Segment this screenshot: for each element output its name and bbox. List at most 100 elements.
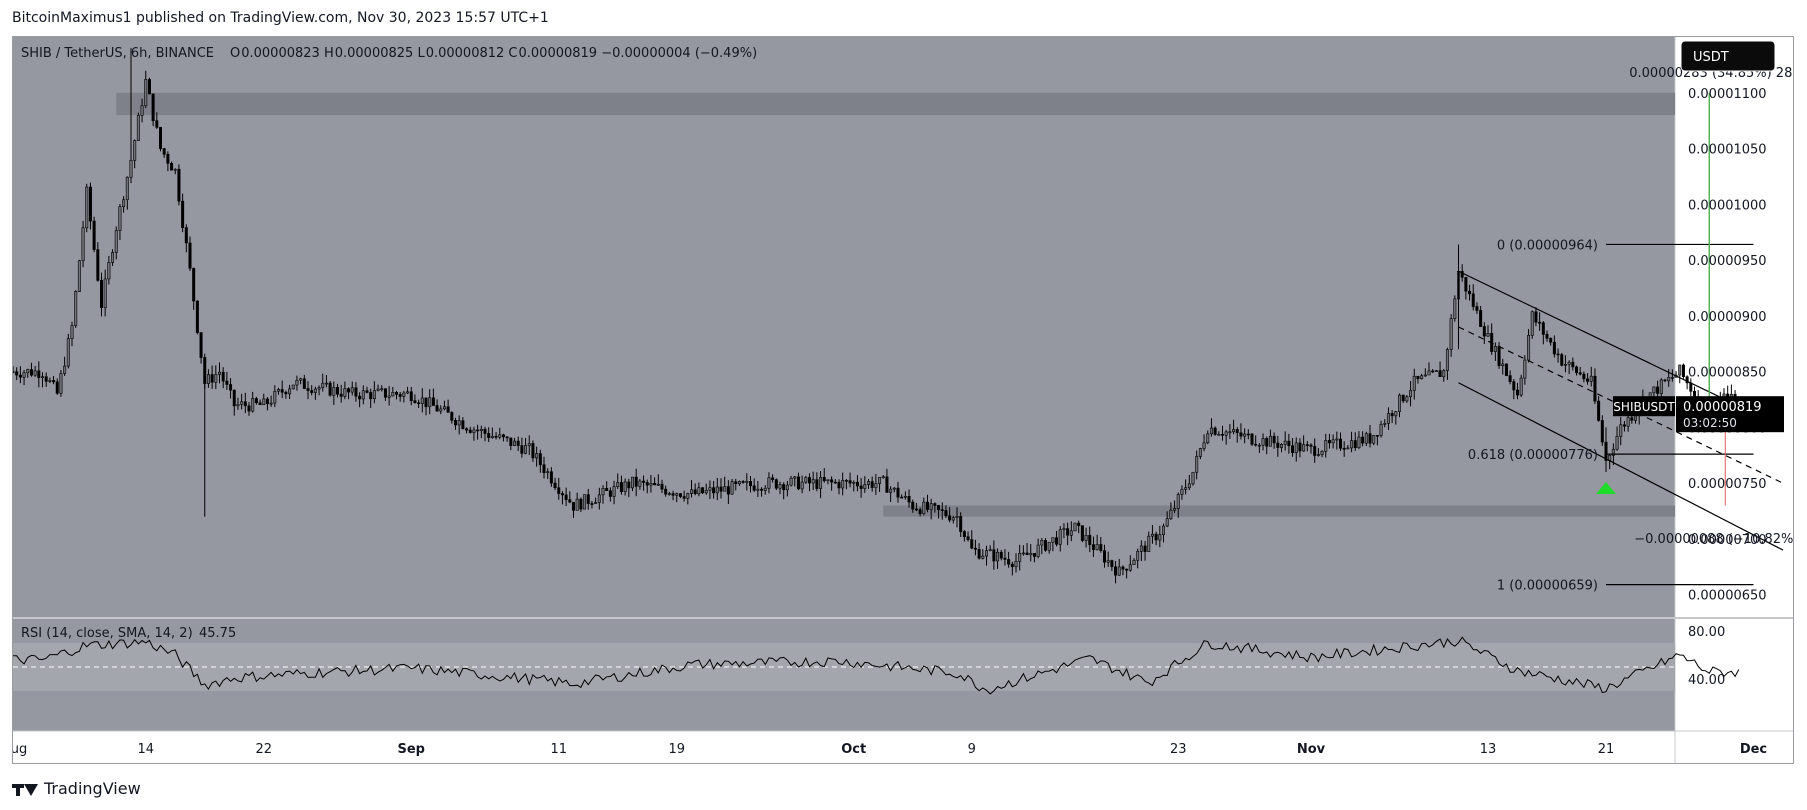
candle: [417, 399, 421, 408]
candle: [1390, 409, 1394, 424]
candle: [1416, 375, 1420, 384]
candle: [1560, 352, 1564, 367]
candle: [1464, 277, 1468, 300]
candle: [1538, 312, 1542, 331]
candle: [1556, 348, 1560, 363]
candle: [1335, 431, 1339, 450]
candle: [1578, 366, 1582, 376]
candle: [870, 476, 874, 492]
time-tick-label: Nov: [1297, 742, 1326, 757]
ohlc-value: 0.00000825: [335, 46, 418, 61]
candle: [1482, 322, 1486, 345]
candle: [675, 492, 679, 503]
chart-svg[interactable]: 0 (0.00000964) 0.618 (0.00000776) 1 (0.000…: [13, 37, 1794, 764]
candle: [1021, 545, 1025, 556]
candle: [586, 488, 590, 510]
candle: [155, 112, 159, 129]
candle: [557, 477, 561, 500]
candle: [1073, 522, 1077, 532]
tradingview-brand[interactable]: TradingView: [12, 779, 141, 798]
candle: [1398, 393, 1402, 418]
price-tick-label: 0.00001050: [1688, 143, 1767, 158]
candle: [1626, 415, 1630, 432]
candle: [667, 491, 671, 496]
candle: [18, 366, 22, 384]
candle: [1077, 520, 1081, 534]
candle: [527, 435, 531, 455]
currency-button[interactable]: USDT: [1680, 40, 1776, 72]
candle: [218, 362, 222, 384]
candle: [465, 427, 469, 434]
candle: [439, 405, 443, 415]
candle: [332, 381, 336, 405]
candle: [387, 386, 391, 406]
candle: [177, 164, 181, 206]
candle: [1272, 432, 1276, 449]
candle: [848, 472, 852, 488]
candle: [328, 380, 332, 397]
time-tick-label: Oct: [841, 742, 866, 757]
candle: [1442, 369, 1446, 382]
candle: [1486, 325, 1490, 337]
candle: [1670, 369, 1674, 382]
candle: [122, 196, 126, 213]
candle: [1217, 431, 1221, 436]
candle: [1375, 435, 1379, 446]
candle: [206, 369, 210, 388]
candle: [1254, 435, 1258, 447]
candle: [369, 388, 373, 408]
ohlc-value: 0.00000819: [519, 46, 602, 61]
candle: [1508, 370, 1512, 385]
candle: [29, 362, 33, 377]
candle: [306, 381, 310, 400]
candle: [1029, 544, 1033, 562]
candle: [1600, 415, 1604, 446]
candle: [708, 480, 712, 499]
candle: [841, 472, 845, 496]
candle: [981, 549, 985, 560]
candle: [1405, 394, 1409, 403]
candle: [446, 399, 450, 413]
candle: [789, 475, 793, 487]
candle: [1003, 549, 1007, 566]
change-value: −0.00000004 (−0.49%): [601, 46, 757, 61]
candle: [317, 385, 321, 396]
candle: [354, 382, 358, 402]
price-tick-label: 0.00000750: [1688, 477, 1767, 492]
candle: [837, 479, 841, 495]
channel-lower-line[interactable]: [1458, 382, 1784, 551]
candle: [166, 151, 170, 172]
candle: [1593, 368, 1597, 405]
candle: [608, 487, 612, 502]
time-tick-label: Sep: [398, 742, 426, 757]
main-pane[interactable]: [13, 37, 1675, 617]
candle: [313, 386, 317, 400]
ohlc-key: L: [417, 46, 425, 61]
candle: [505, 436, 509, 442]
candle: [468, 426, 472, 434]
candle: [1316, 448, 1320, 457]
candle: [1534, 307, 1538, 327]
candle: [350, 381, 354, 396]
candle: [1527, 329, 1531, 363]
candle: [476, 424, 480, 440]
price-tick-label: 0.00001100: [1688, 87, 1767, 102]
candle: [461, 417, 465, 430]
candle: [630, 476, 634, 492]
candle: [1434, 370, 1438, 372]
candle: [1394, 410, 1398, 425]
candle: [1150, 525, 1154, 544]
candle: [734, 478, 738, 491]
candle: [365, 386, 369, 394]
candle: [262, 393, 266, 406]
candle: [1187, 474, 1191, 491]
candle: [1103, 544, 1107, 568]
candle: [914, 502, 918, 512]
symbol-tag: [1613, 396, 1675, 417]
candle: [229, 378, 233, 399]
candle: [948, 507, 952, 523]
candle: [361, 385, 365, 405]
candle: [472, 426, 476, 441]
candle: [284, 390, 288, 399]
candle: [339, 384, 343, 403]
